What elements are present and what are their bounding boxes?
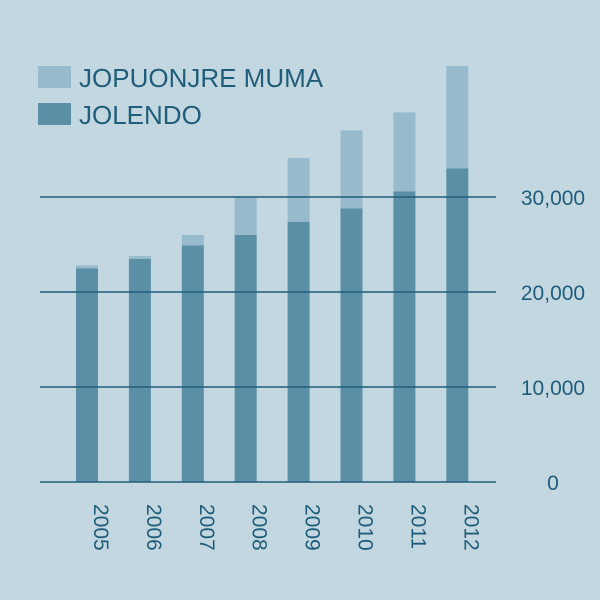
legend-label-jopuonjre-muma: JOPUONJRE MUMA: [79, 63, 324, 93]
legend-swatch-jopuonjre-muma: [38, 66, 71, 88]
x-tick-label-2005: 2005: [89, 504, 112, 551]
y-tick-label: 20,000: [521, 282, 585, 305]
bar-jopuonjre-muma-2009: [287, 158, 310, 222]
y-tick-label: 30,000: [521, 187, 585, 210]
bars-layer: [76, 65, 469, 483]
x-tick-label-2010: 2010: [354, 504, 377, 551]
bar-jolendo-2006: [128, 258, 151, 483]
bar-jolendo-2012: [446, 168, 469, 482]
bar-jopuonjre-muma-2008: [234, 197, 257, 235]
legend: JOPUONJRE MUMA JOLENDO: [38, 63, 324, 130]
legend-swatch-jolendo: [38, 103, 71, 125]
bar-jopuonjre-muma-2011: [393, 112, 416, 192]
bar-jolendo-2009: [287, 221, 310, 482]
y-axis-tick-labels: 0 10,000 20,000 30,000: [521, 187, 585, 495]
bar-jolendo-2011: [393, 191, 416, 483]
y-tick-label: 10,000: [521, 377, 585, 400]
x-tick-label-2007: 2007: [195, 504, 218, 551]
bar-jopuonjre-muma-2006: [128, 255, 151, 259]
bar-jopuonjre-muma-2010: [340, 130, 363, 209]
bar-jopuonjre-muma-2012: [446, 65, 469, 169]
bar-jolendo-2008: [234, 235, 257, 482]
bar-jolendo-2010: [340, 208, 363, 482]
x-axis-year-labels: 2005 2006 2007 2008 2009 2010 2011 2012: [89, 504, 482, 551]
bar-jopuonjre-muma-2005: [76, 265, 98, 269]
gridlines-layer: [40, 196, 496, 483]
bar-jolendo-2007: [181, 245, 204, 482]
legend-label-jolendo: JOLENDO: [79, 100, 202, 130]
y-tick-label: 0: [547, 472, 559, 495]
bar-jolendo-2005: [76, 268, 98, 483]
x-tick-label-2012: 2012: [459, 504, 482, 551]
x-tick-label-2009: 2009: [301, 504, 324, 551]
x-tick-label-2008: 2008: [248, 504, 271, 551]
bar-jopuonjre-muma-2007: [181, 235, 204, 246]
x-tick-label-2006: 2006: [142, 504, 165, 551]
x-tick-label-2011: 2011: [406, 504, 429, 549]
